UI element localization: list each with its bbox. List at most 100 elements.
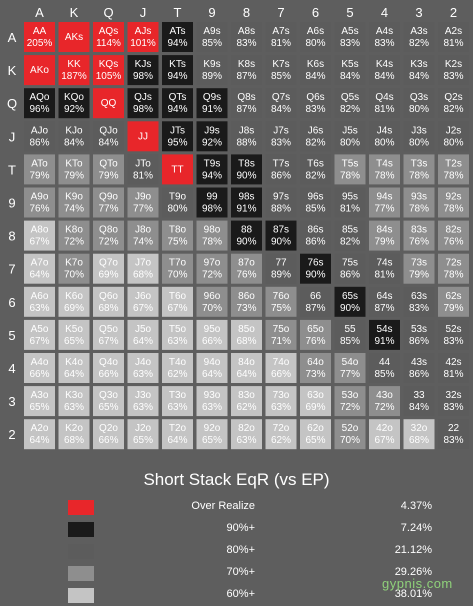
cell-value-label: 68% (133, 270, 153, 281)
cell-value-label: 85% (271, 71, 291, 82)
cell-hand-label: A9s (203, 26, 220, 37)
cell-hand-label: 33 (413, 390, 425, 401)
heatmap-cell (438, 121, 469, 152)
cell-value-label: 101% (130, 38, 156, 49)
cell-hand-label: K2s (445, 59, 462, 70)
cell-hand-label: Q2o (99, 423, 118, 434)
cell-hand-label: Q3s (410, 92, 428, 103)
cell-value-label: 77% (98, 204, 118, 215)
cell-value-label: 76% (29, 204, 49, 215)
cell-hand-label: J3s (411, 125, 427, 136)
cell-hand-label: J9s (204, 125, 220, 136)
heatmap-cell (24, 22, 55, 52)
column-label: 4 (381, 5, 388, 20)
cell-hand-label: A8s (238, 26, 255, 37)
cell-hand-label: Q2s (444, 92, 462, 103)
cell-value-label: 92% (64, 104, 84, 115)
cell-value-label: 67% (133, 303, 153, 314)
cell-value-label: 80% (340, 137, 360, 148)
column-label: T (174, 5, 182, 20)
cell-value-label: 78% (443, 170, 463, 181)
cell-hand-label: KK (67, 59, 81, 70)
cell-value-label: 67% (374, 435, 394, 446)
cell-value-label: 64% (167, 435, 187, 446)
cell-value-label: 63% (167, 402, 187, 413)
cell-value-label: 78% (409, 204, 429, 215)
cell-hand-label: T5s (342, 158, 359, 169)
heatmap-cell (196, 22, 228, 52)
cell-hand-label: 22 (448, 423, 460, 434)
cell-hand-label: 75o (273, 324, 290, 335)
heatmap-cell (58, 55, 90, 86)
heatmap-cell (403, 55, 435, 86)
cell-value-label: 96% (29, 104, 49, 115)
cell-value-label: 74% (133, 237, 153, 248)
heatmap-cell (334, 253, 366, 284)
cell-value-label: 78% (443, 270, 463, 281)
heatmap-cell (162, 154, 193, 185)
heatmap-cell (93, 220, 124, 251)
heatmap-cell (93, 286, 124, 317)
heatmap-cell (196, 319, 228, 350)
cell-hand-label: 65o (307, 324, 324, 335)
cell-hand-label: 44 (379, 357, 391, 368)
heatmap-cell (58, 419, 90, 450)
cell-hand-label: K4s (376, 59, 393, 70)
cell-value-label: 63% (29, 303, 49, 314)
cell-hand-label: Q9s (203, 92, 221, 103)
cell-hand-label: 53s (411, 324, 427, 335)
heatmap-cell (369, 187, 400, 218)
heatmap-cell (265, 286, 297, 317)
cell-value-label: 81% (271, 38, 291, 49)
heatmap-cell (300, 319, 331, 350)
cell-hand-label: 92o (204, 423, 221, 434)
heatmap-cell (196, 154, 228, 185)
cell-value-label: 74% (64, 204, 84, 215)
heatmap-cell (127, 88, 159, 119)
cell-value-label: 75% (271, 303, 291, 314)
heatmap-cell (58, 353, 90, 383)
cell-value-label: 84% (409, 402, 429, 413)
cell-value-label: 62% (236, 402, 256, 413)
heatmap-cell (265, 253, 297, 284)
heatmap-cell (196, 187, 228, 218)
heatmap-cell (196, 419, 228, 450)
row-label: 7 (8, 262, 15, 277)
heatmap-cell (300, 121, 331, 152)
heatmap-cell (403, 88, 435, 119)
cell-hand-label: 95o (204, 324, 221, 335)
legend-swatch (68, 544, 94, 559)
cell-hand-label: 95s (342, 192, 358, 203)
cell-value-label: 63% (202, 402, 222, 413)
cell-value-label: 84% (64, 137, 84, 148)
cell-value-label: 82% (340, 104, 360, 115)
cell-value-label: 79% (64, 170, 84, 181)
heatmap-cell (127, 286, 159, 317)
cell-hand-label: QTs (169, 92, 187, 103)
cell-hand-label: Q8o (99, 225, 118, 236)
heatmap-cell (24, 220, 55, 251)
cell-value-label: 84% (98, 137, 118, 148)
row-label: K (8, 63, 17, 78)
heatmap-cell (231, 253, 262, 284)
row-label: Q (7, 96, 17, 111)
heatmap-cell (300, 386, 331, 417)
legend-swatch (68, 588, 94, 603)
cell-hand-label: 66 (310, 291, 322, 302)
cell-value-label: 64% (133, 336, 153, 347)
heatmap-cell (369, 386, 400, 417)
cell-value-label: 77% (133, 204, 153, 215)
cell-hand-label: J7o (135, 258, 152, 269)
heatmap-cell (127, 319, 159, 350)
row-label: 4 (8, 361, 15, 376)
cell-hand-label: QJo (99, 125, 118, 136)
cell-hand-label: 86o (238, 291, 255, 302)
heatmap-cell (438, 353, 469, 383)
heatmap-cell (265, 88, 297, 119)
cell-hand-label: J2s (446, 125, 462, 136)
cell-hand-label: T7o (169, 258, 187, 269)
heatmap-cell (438, 286, 469, 317)
cell-hand-label: T9o (169, 192, 187, 203)
cell-value-label: 80% (305, 38, 325, 49)
